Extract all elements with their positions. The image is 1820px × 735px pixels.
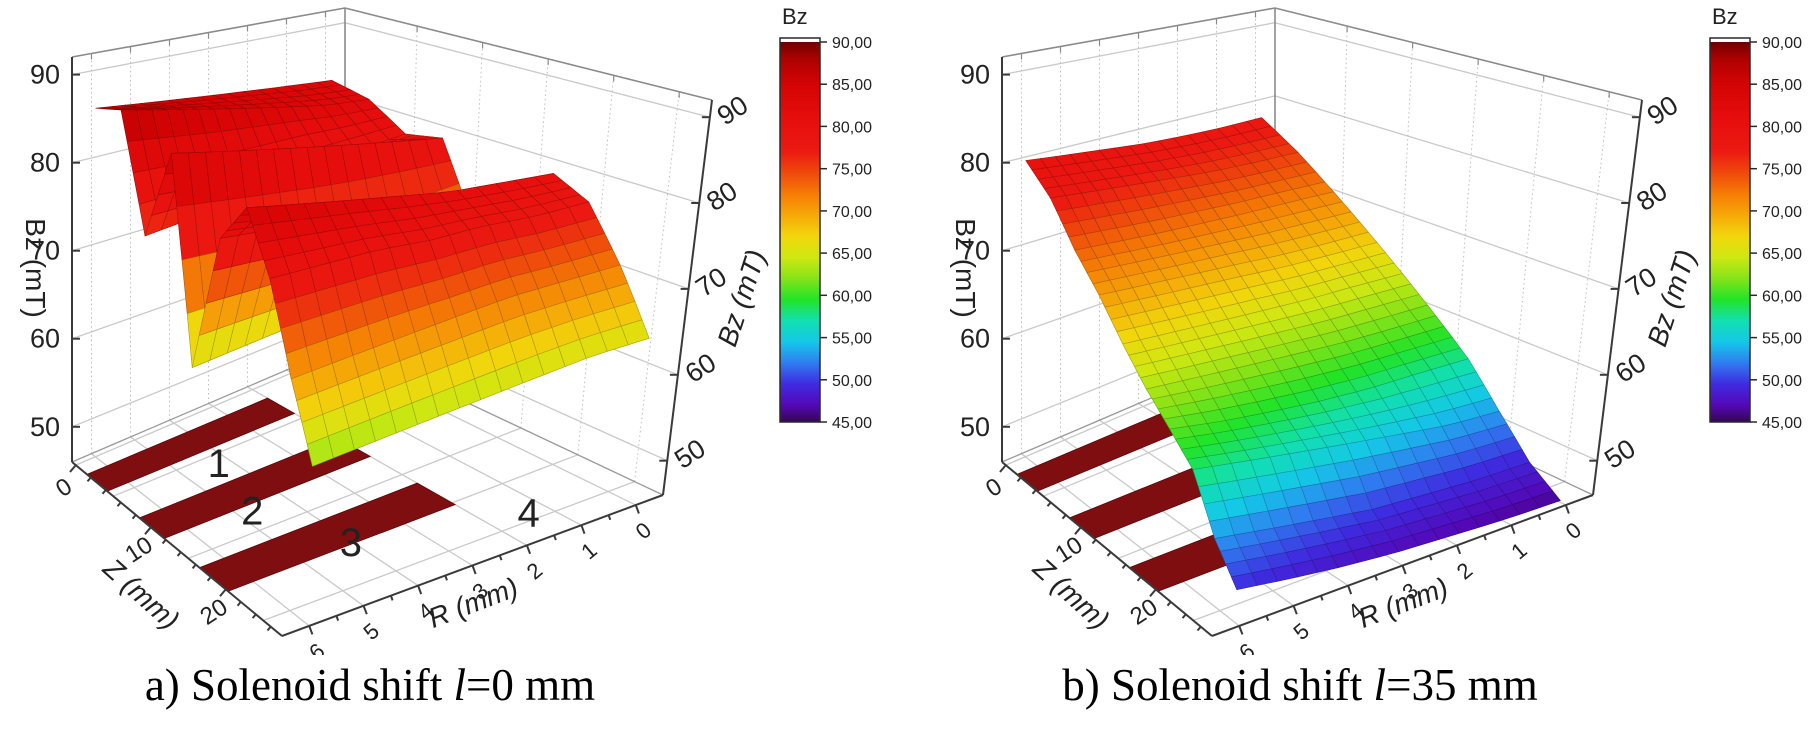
colorbar-tick-label: 45,00 [832,415,872,432]
colorbar-title: Bz [1712,4,1738,29]
caption-b-suffix: =35 mm [1386,660,1538,710]
caption-a-suffix: =0 mm [466,660,596,710]
colorbar-tick-label: 90,00 [832,35,872,52]
colorbar-tick-label: 75,00 [1762,162,1802,179]
floor-label-1: 1 [208,442,230,486]
colorbar-tick-label: 70,00 [832,204,872,221]
r-axis-tick: 2 [1452,557,1477,584]
b-axis-left-tick: 60 [30,324,60,354]
colorbar-tick-label: 75,00 [832,162,872,179]
colorbar-tick-label: 90,00 [1762,35,1802,52]
z-axis-tick: 0 [981,473,1007,503]
b-axis-right-title: Bz (mT) [711,246,771,350]
r-axis-tick: 5 [1289,618,1314,645]
z-axis-tick: 20 [195,594,232,631]
floor-label-4: 4 [518,492,540,536]
b-axis-right-tick: 90 [1642,90,1684,132]
b-axis-left-tick: 80 [960,148,990,178]
b-axis-right-tick: 60 [680,347,722,389]
r-axis-tick: 1 [576,537,601,564]
r-axis-tick: 0 [631,517,656,544]
colorbar-gradient [779,37,821,423]
b-axis-right-tick: 50 [1599,433,1641,475]
colorbar-tick-label: 85,00 [1762,77,1802,94]
colorbar-gradient [1709,37,1751,423]
colorbar-tick-label: 65,00 [832,246,872,263]
b-axis-left-tick: 70 [30,236,60,266]
b-axis-left-tick: 50 [30,412,60,442]
panel-b-surface [1025,117,1561,590]
colorbar-tick-label: 50,00 [1762,373,1802,390]
b-axis-left-tick: 80 [30,148,60,178]
b-axis-right-tick: 80 [1631,176,1673,218]
caption-a: a) Solenoid shift l=0 mm [30,650,710,720]
b-axis-left-title: Bz (mT) [20,218,51,318]
floor-label-3: 3 [340,521,362,565]
caption-b-prefix: b) Solenoid shift [1062,660,1374,710]
r-axis-tick: 5 [359,618,384,645]
caption-a-var: l [453,660,467,710]
b-axis-left-tick: 90 [960,60,990,90]
b-axis-right-tick: 80 [701,176,743,218]
panel-b-colorbar: Bz 90,00 85,00 80,00 75,00 70,00 65,00 60,00 55,… [1709,4,1802,432]
b-axis-left-tick: 50 [960,412,990,442]
b-axis-left-tick: 90 [30,60,60,90]
b-axis-left-tick: 70 [960,236,990,266]
z-axis-tick: 20 [1125,594,1162,631]
colorbar-tick-label: 55,00 [832,331,872,348]
colorbar-tick-label: 80,00 [832,119,872,136]
colorbar-tick-label: 80,00 [1762,119,1802,136]
r-axis-tick: 1 [1506,537,1531,564]
colorbar-title: Bz [782,4,808,29]
b-axis-right-tick: 90 [712,90,754,132]
b-axis-right-tick: 60 [1610,347,1652,389]
colorbar-tick-label: 65,00 [1762,246,1802,263]
colorbar-tick-label: 60,00 [832,288,872,305]
panel-a-colorbar: Bz 90,00 85,00 80,00 75,00 70,00 65,00 60,00 55,… [779,4,872,432]
colorbar-tick-label: 70,00 [1762,204,1802,221]
z-axis-tick: 0 [51,473,77,503]
b-axis-right-tick: 50 [669,433,711,475]
colorbar-tick-label: 60,00 [1762,288,1802,305]
caption-a-prefix: a) Solenoid shift [144,660,454,710]
r-axis-tick: 2 [522,557,547,584]
colorbar-tick-label: 85,00 [832,77,872,94]
colorbar-tick-label: 50,00 [832,373,872,390]
b-axis-left-tick: 60 [960,324,990,354]
colorbar-tick-label: 55,00 [1762,331,1802,348]
floor-label-2: 2 [241,490,263,534]
caption-b-var: l [1373,660,1387,710]
b-axis-right-title: Bz (mT) [1641,246,1701,350]
caption-b: b) Solenoid shift l=35 mm [960,650,1640,720]
panel-a-surface [95,80,650,467]
colorbar-tick-label: 45,00 [1762,415,1802,432]
r-axis-tick: 0 [1561,517,1586,544]
b-axis-left-title: Bz (mT) [950,218,981,318]
